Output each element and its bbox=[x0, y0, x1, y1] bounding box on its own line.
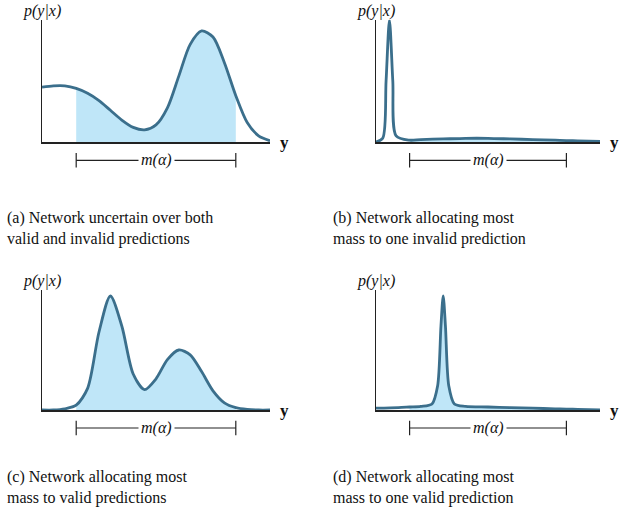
svg-text:y: y bbox=[610, 401, 619, 420]
svg-text:p(y|x): p(y|x) bbox=[357, 2, 395, 20]
svg-text:m(α): m(α) bbox=[473, 419, 504, 437]
svg-text:(a) Network uncertain over bot: (a) Network uncertain over bothvalid and… bbox=[7, 209, 213, 248]
svg-text:y: y bbox=[610, 133, 619, 152]
svg-text:(c) Network allocating mostmas: (c) Network allocating mostmass to valid… bbox=[7, 468, 188, 507]
svg-text:p(y|x): p(y|x) bbox=[357, 272, 395, 290]
svg-text:(b) Network allocating mostmas: (b) Network allocating mostmass to one i… bbox=[333, 209, 526, 248]
svg-text:m(α): m(α) bbox=[141, 151, 172, 169]
svg-text:m(α): m(α) bbox=[473, 151, 504, 169]
svg-text:y: y bbox=[280, 401, 289, 420]
svg-text:y: y bbox=[280, 133, 289, 152]
svg-text:p(y|x): p(y|x) bbox=[23, 272, 61, 290]
svg-text:(d) Network allocating mostmas: (d) Network allocating mostmass to one v… bbox=[333, 468, 514, 507]
svg-text:m(α): m(α) bbox=[141, 419, 172, 437]
svg-text:p(y|x): p(y|x) bbox=[23, 2, 61, 20]
